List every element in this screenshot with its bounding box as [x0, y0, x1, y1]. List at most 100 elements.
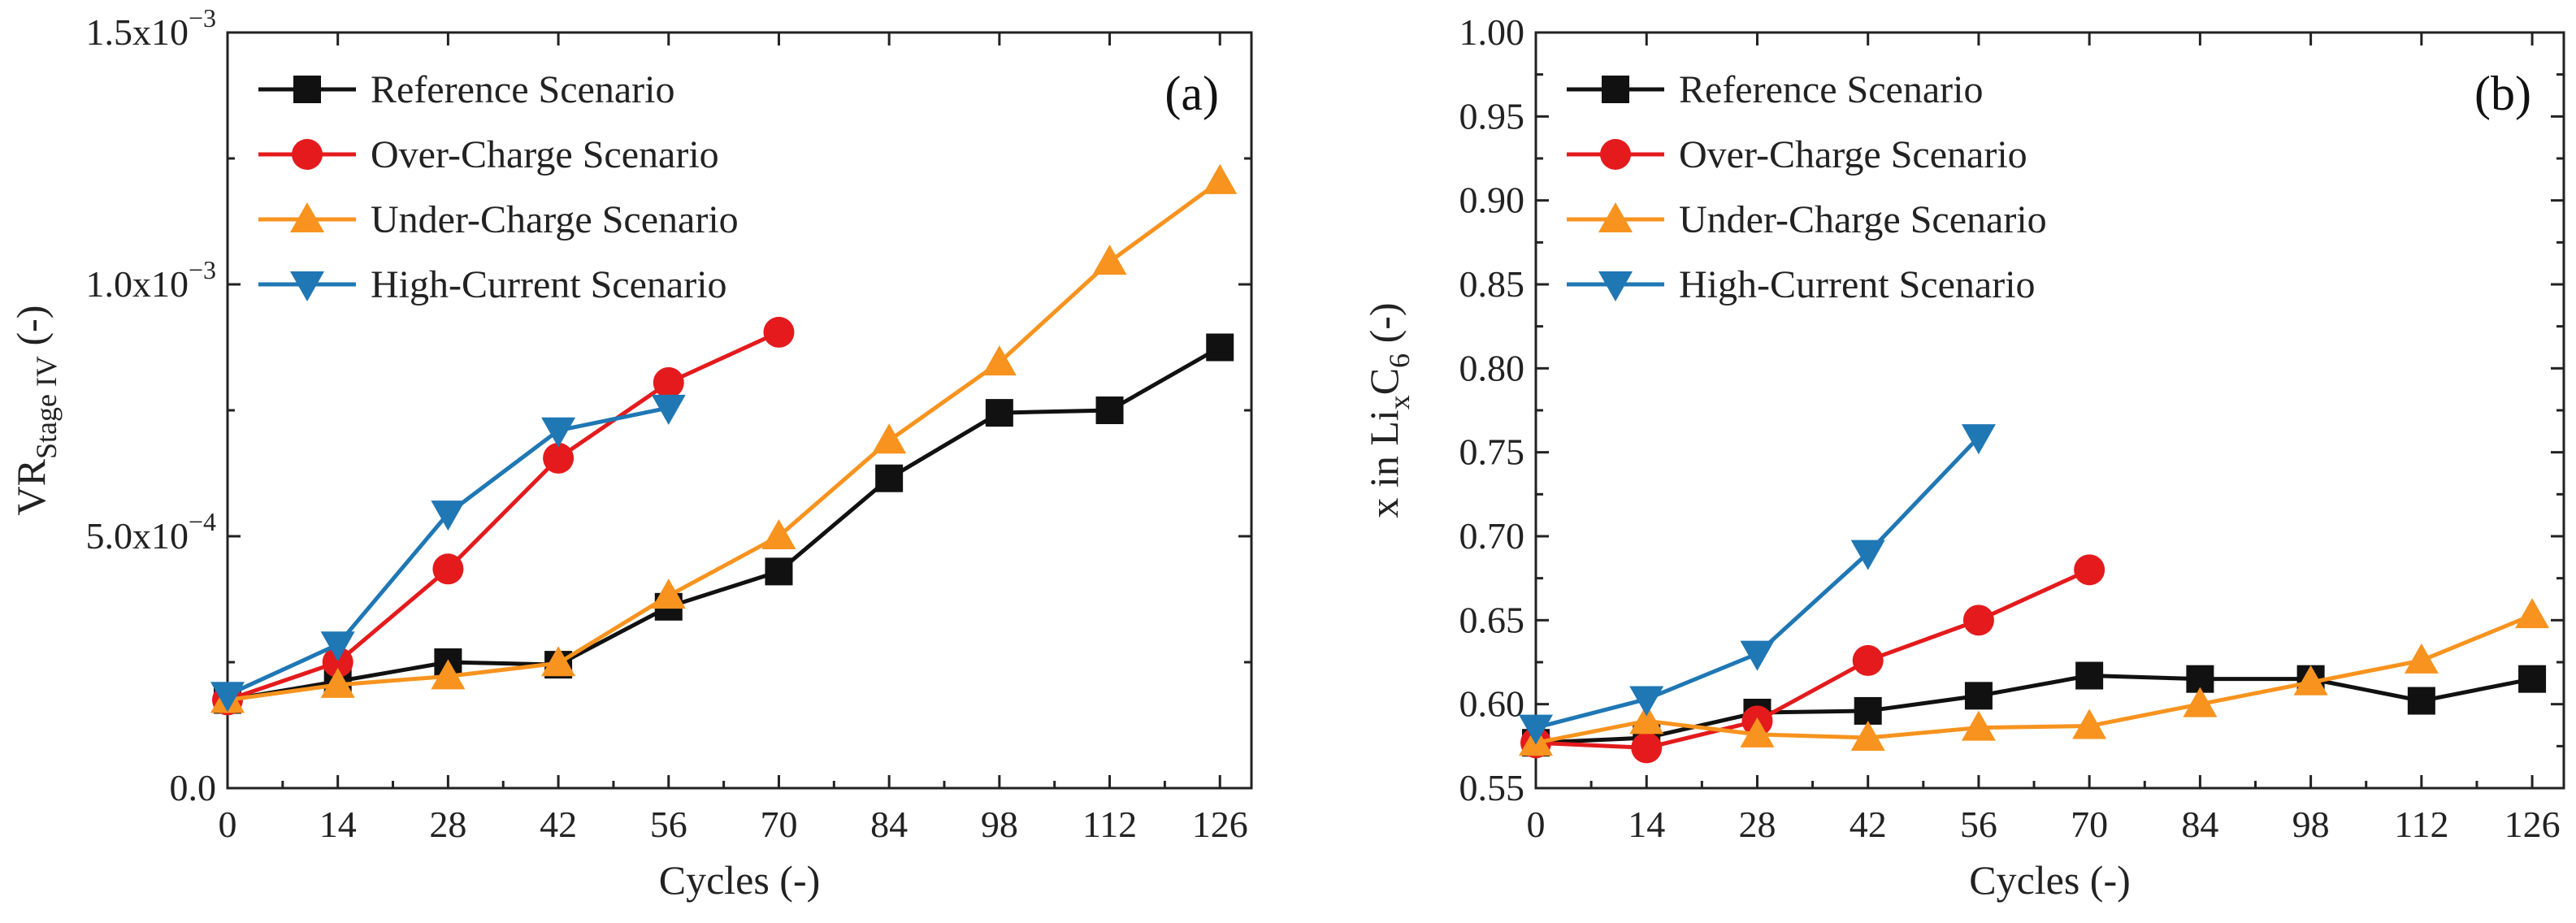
data-point	[1854, 696, 1882, 725]
x-tick-label: 14	[1628, 804, 1665, 845]
data-point	[431, 500, 466, 531]
legend-label: Reference Scenario	[1679, 68, 1983, 111]
data-point	[2075, 661, 2104, 690]
y-tick-label: 0.55	[1459, 767, 1525, 808]
data-point	[761, 519, 796, 549]
legend-marker	[292, 139, 323, 170]
x-tick-label: 0	[219, 804, 237, 845]
y-tick-label: 0.95	[1459, 95, 1525, 136]
data-point	[875, 464, 904, 492]
data-point	[2404, 643, 2439, 674]
x-tick-label: 42	[540, 804, 577, 845]
data-point	[2407, 687, 2435, 715]
x-tick-label: 28	[1738, 804, 1776, 845]
data-point	[1850, 721, 1885, 751]
data-point	[1092, 245, 1127, 275]
x-tick-label: 98	[981, 804, 1018, 845]
series-over-charge	[1520, 554, 2105, 764]
data-point	[541, 646, 576, 677]
data-point	[651, 578, 686, 609]
data-point	[2293, 665, 2328, 696]
x-tick-label: 70	[760, 804, 797, 845]
data-point	[653, 366, 684, 398]
legend-marker	[1600, 139, 1631, 170]
x-axis-title: Cycles (-)	[1969, 857, 2131, 903]
x-tick-label: 126	[2504, 804, 2561, 845]
legend-label: High-Current Scenario	[371, 263, 727, 306]
x-tick-label: 0	[1527, 804, 1546, 845]
legend-entry: Reference Scenario	[258, 68, 674, 111]
y-tick-label: 0.70	[1459, 515, 1525, 557]
x-tick-label: 14	[319, 804, 357, 845]
legend-label: Reference Scenario	[371, 68, 674, 111]
data-point	[432, 553, 464, 585]
series-line	[1535, 436, 1980, 730]
data-point	[985, 399, 1013, 427]
data-point	[1740, 640, 1775, 671]
data-point	[1095, 396, 1124, 424]
data-point	[765, 557, 793, 586]
data-point	[2074, 554, 2105, 586]
legend-label: Under-Charge Scenario	[1679, 198, 2047, 241]
series-high-current	[1519, 424, 1996, 745]
data-point	[1961, 424, 1996, 455]
series-line	[1535, 613, 2534, 745]
legend-entry: Under-Charge Scenario	[1567, 198, 2047, 241]
legend-entry: Over-Charge Scenario	[258, 133, 719, 176]
x-tick-label: 56	[650, 804, 687, 845]
series-reference	[214, 333, 1234, 714]
y-axis-title: x in LixC6 (-)	[1361, 302, 1416, 518]
panel-label: (b)	[2474, 67, 2531, 120]
x-tick-label: 84	[870, 804, 908, 845]
series-line	[1535, 568, 2091, 750]
data-point	[1964, 682, 1993, 710]
y-tick-label: 0.90	[1459, 180, 1525, 221]
x-axis-title: Cycles (-)	[659, 857, 821, 903]
y-tick-label: 1.0x10−3	[85, 255, 216, 305]
y-tick-label: 0.0	[170, 767, 217, 808]
legend-entry: Under-Charge Scenario	[258, 198, 739, 241]
series-line	[1535, 674, 2533, 745]
legend-marker	[293, 76, 321, 103]
data-point	[2183, 687, 2218, 717]
data-point	[320, 631, 355, 662]
data-point	[431, 659, 466, 690]
data-point	[1519, 714, 1553, 745]
data-point	[1631, 732, 1663, 764]
data-point	[322, 647, 353, 678]
series-high-current	[210, 394, 686, 713]
data-point	[1203, 163, 1238, 194]
data-point	[2515, 598, 2550, 629]
legend-label: Over-Charge Scenario	[1679, 133, 2027, 176]
y-tick-label: 0.75	[1459, 431, 1525, 473]
series-under-charge	[1519, 598, 2550, 756]
data-point	[1962, 604, 1994, 636]
series-over-charge	[212, 316, 795, 716]
x-tick-label: 112	[1082, 804, 1137, 845]
data-point	[2072, 708, 2107, 739]
series-line	[227, 330, 780, 702]
data-point	[1629, 704, 1664, 734]
x-tick-label: 42	[1850, 804, 1887, 845]
x-tick-label: 84	[2181, 804, 2218, 845]
legend-entry: High-Current Scenario	[1567, 263, 2036, 306]
data-point	[320, 667, 355, 698]
data-point	[1961, 710, 1996, 741]
y-tick-label: 0.65	[1459, 599, 1525, 640]
data-point	[1850, 540, 1885, 570]
y-axis-title: VRStage IV (-)	[8, 306, 63, 516]
legend-label: Over-Charge Scenario	[371, 133, 719, 176]
legend-entry: Reference Scenario	[1567, 68, 1983, 111]
series-line	[227, 345, 1221, 702]
panel-a-chart: 0 14 28 42 56 70 84 98 112 126 0.0 5.0x10−4 1.0x10−3…	[8, 3, 1253, 903]
panel-b-chart: 0 14 28 42 56 70 84 98 112 126 0.55 0.60 0.65 0.70 0.7…	[1361, 11, 2565, 903]
x-tick-label: 70	[2071, 804, 2108, 845]
data-point	[1206, 333, 1234, 362]
y-tick-label: 5.0x10−4	[85, 507, 216, 557]
legend-marker	[1598, 271, 1633, 301]
x-tick-label: 98	[2292, 804, 2330, 845]
legend-marker	[290, 271, 324, 301]
legend-marker	[290, 202, 324, 232]
data-point	[651, 394, 686, 425]
